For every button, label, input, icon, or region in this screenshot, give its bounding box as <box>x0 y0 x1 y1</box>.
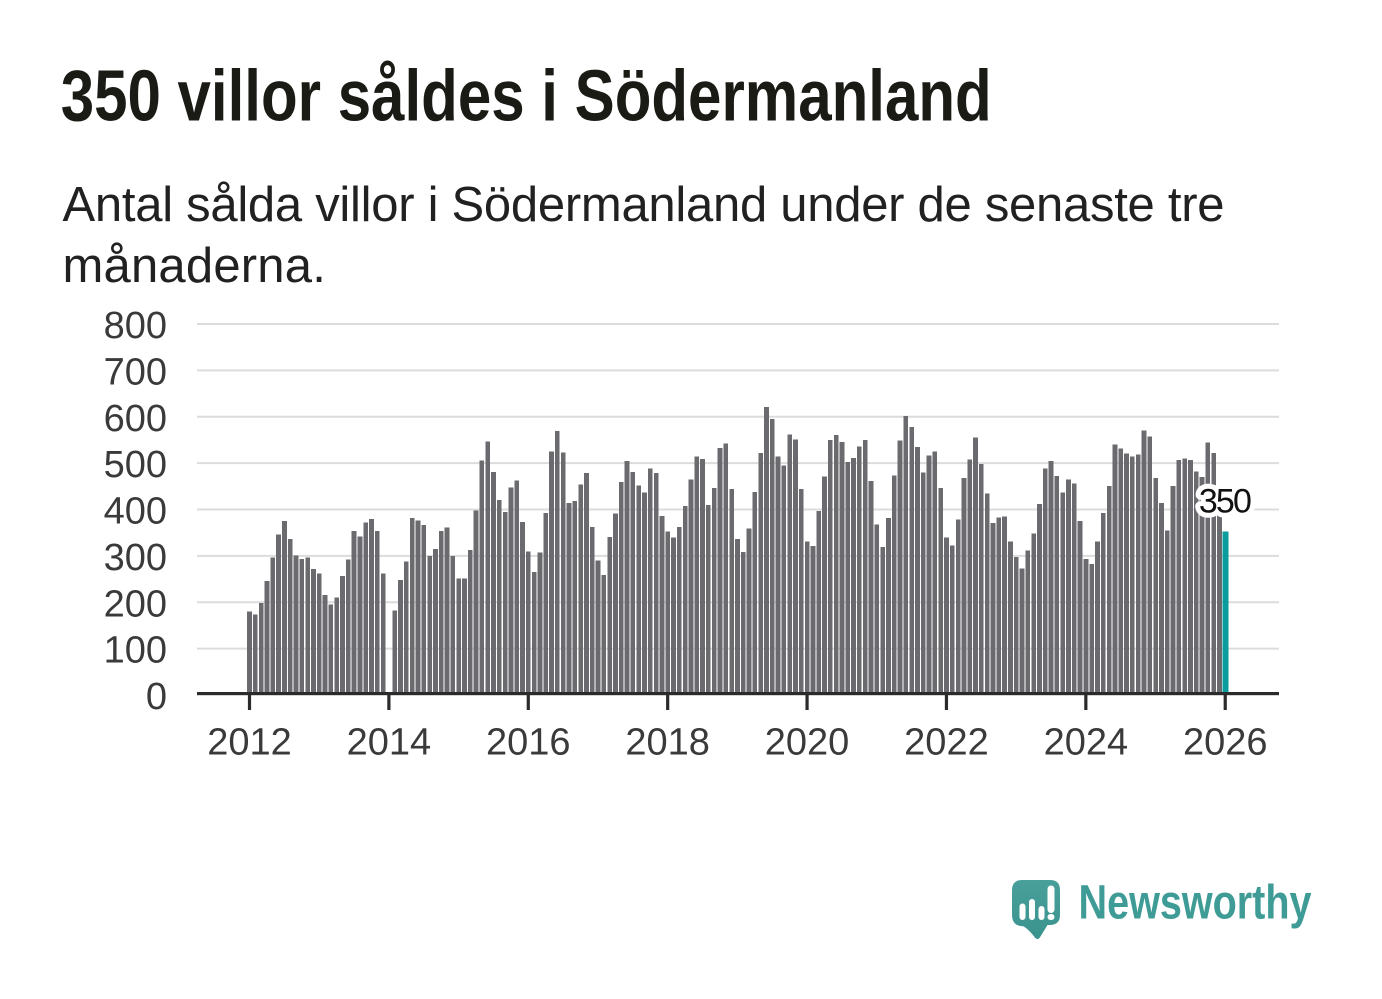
svg-text:600: 600 <box>104 398 167 440</box>
svg-text:2026: 2026 <box>1183 722 1268 764</box>
svg-text:800: 800 <box>104 305 167 347</box>
svg-text:månaderna.: månaderna. <box>63 239 327 293</box>
svg-text:350: 350 <box>1199 483 1251 521</box>
svg-text:500: 500 <box>104 444 167 486</box>
svg-text:0: 0 <box>146 676 167 718</box>
svg-text:2022: 2022 <box>904 722 989 764</box>
svg-text:2016: 2016 <box>486 722 571 764</box>
svg-text:700: 700 <box>104 351 167 393</box>
svg-text:300: 300 <box>104 537 167 579</box>
svg-text:Newsworthy: Newsworthy <box>1079 877 1312 930</box>
svg-text:Antal sålda villor i Södermanl: Antal sålda villor i Södermanland under … <box>63 178 1225 232</box>
svg-text:2024: 2024 <box>1044 722 1129 764</box>
svg-text:200: 200 <box>104 583 167 625</box>
svg-text:2018: 2018 <box>625 722 710 764</box>
svg-text:350 villor såldes i Södermanla: 350 villor såldes i Södermanland <box>61 57 992 137</box>
svg-text:400: 400 <box>104 491 167 533</box>
svg-text:2014: 2014 <box>347 722 432 764</box>
svg-text:2012: 2012 <box>207 722 292 764</box>
svg-text:100: 100 <box>104 630 167 672</box>
svg-text:2020: 2020 <box>765 722 850 764</box>
